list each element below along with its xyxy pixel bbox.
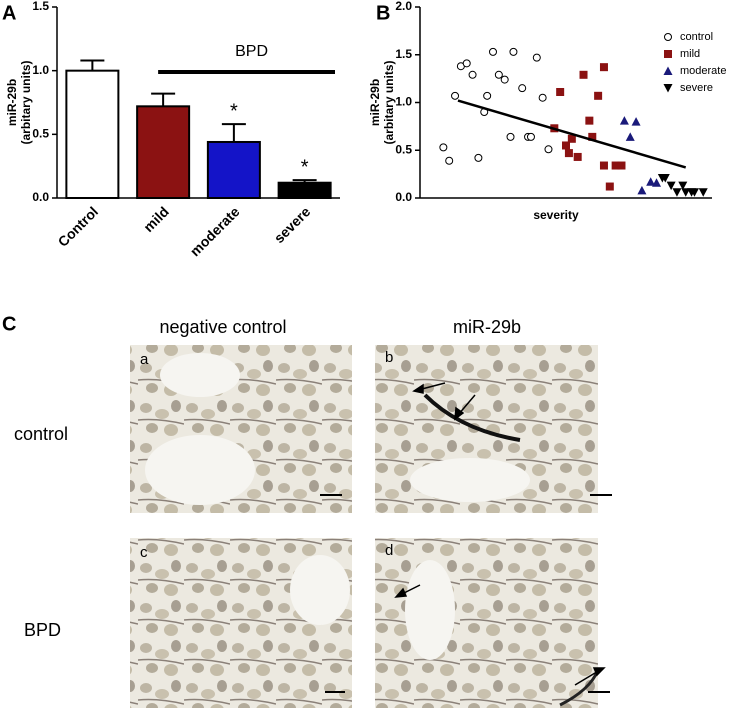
bar xyxy=(277,181,332,200)
point xyxy=(474,153,483,162)
panel-letter: A xyxy=(2,2,16,24)
point xyxy=(483,91,492,100)
point xyxy=(439,143,448,152)
point xyxy=(625,132,635,141)
y-tick-label: 0.5 xyxy=(395,142,412,156)
point xyxy=(532,53,541,62)
point xyxy=(562,141,570,150)
point xyxy=(637,185,647,195)
point xyxy=(631,117,641,126)
point xyxy=(494,70,503,79)
airspace xyxy=(405,560,455,660)
point xyxy=(594,91,603,100)
annotation: BPD xyxy=(235,43,268,60)
point xyxy=(445,156,454,165)
y-axis-label: (arbitary units) xyxy=(19,60,33,144)
point xyxy=(506,132,515,141)
x-tick-label: severe xyxy=(271,203,314,246)
scale-bars xyxy=(320,494,612,693)
point xyxy=(564,149,573,158)
airspace xyxy=(290,555,350,625)
point xyxy=(617,161,626,170)
point xyxy=(573,152,582,161)
point xyxy=(611,161,620,170)
x-tick-label: moderate xyxy=(187,203,243,259)
legend-label: severe xyxy=(680,82,713,94)
panel-letter: B xyxy=(376,2,390,24)
image-label: a xyxy=(140,351,149,368)
legend-label: mild xyxy=(680,48,700,60)
bar xyxy=(136,105,191,199)
y-tick-label: 0.0 xyxy=(32,190,49,204)
image-label: c xyxy=(140,544,148,561)
point xyxy=(689,188,699,197)
y-tick-label: 0.5 xyxy=(32,127,49,141)
point xyxy=(462,59,471,68)
point xyxy=(605,182,614,191)
point xyxy=(698,188,708,197)
point xyxy=(489,47,497,56)
y-tick-label: 1.0 xyxy=(395,95,412,109)
point xyxy=(599,63,608,72)
annotation: * xyxy=(230,100,238,122)
legend-marker xyxy=(664,50,672,58)
image-label: b xyxy=(385,349,393,366)
y-tick-label: 1.5 xyxy=(32,0,49,13)
y-axis-label: miR-29b xyxy=(5,79,19,126)
x-tick-label: Control xyxy=(55,203,102,250)
bar xyxy=(206,140,261,199)
point xyxy=(678,181,688,191)
annotation: * xyxy=(301,156,309,178)
point xyxy=(619,116,629,125)
point xyxy=(672,188,682,197)
panel-letter: C xyxy=(2,313,16,335)
point xyxy=(660,173,670,183)
point xyxy=(468,70,477,79)
arrows xyxy=(394,382,606,686)
legend-marker xyxy=(663,84,673,93)
point xyxy=(500,75,509,84)
legend-label: moderate xyxy=(680,65,726,77)
point xyxy=(579,70,588,79)
point xyxy=(526,132,535,141)
legend-marker xyxy=(663,66,673,75)
airspace xyxy=(145,435,255,505)
y-tick-label: 0.0 xyxy=(395,190,412,204)
x-axis-label: severity xyxy=(533,208,579,222)
row-label: BPD xyxy=(24,620,61,640)
bar xyxy=(65,69,120,199)
point xyxy=(451,91,460,100)
point xyxy=(666,181,676,191)
point xyxy=(556,87,565,96)
point xyxy=(567,134,576,143)
trendline xyxy=(457,99,687,169)
y-tick-label: 1.5 xyxy=(395,47,412,61)
y-tick-label: 1.0 xyxy=(32,63,49,77)
stain xyxy=(423,393,521,442)
column-label: negative control xyxy=(159,317,286,337)
point xyxy=(652,178,662,187)
point xyxy=(585,116,594,125)
y-axis-label: (arbitary units) xyxy=(382,60,396,144)
point xyxy=(588,132,597,141)
airspace xyxy=(160,353,240,397)
airspace xyxy=(410,458,530,502)
x-tick-label: mild xyxy=(140,203,172,235)
point xyxy=(538,93,547,102)
point xyxy=(646,177,656,186)
point xyxy=(544,145,553,154)
column-label: miR-29b xyxy=(453,317,521,337)
point xyxy=(509,47,518,56)
legend-marker xyxy=(664,33,672,41)
point xyxy=(518,84,527,93)
y-tick-label: 2.0 xyxy=(395,0,412,13)
point xyxy=(681,188,691,197)
point xyxy=(599,161,608,170)
y-axis-label: miR-29b xyxy=(368,79,382,126)
image-label: d xyxy=(385,542,393,559)
legend-label: control xyxy=(680,31,713,43)
micrographs xyxy=(130,345,612,708)
row-label: control xyxy=(14,424,68,444)
